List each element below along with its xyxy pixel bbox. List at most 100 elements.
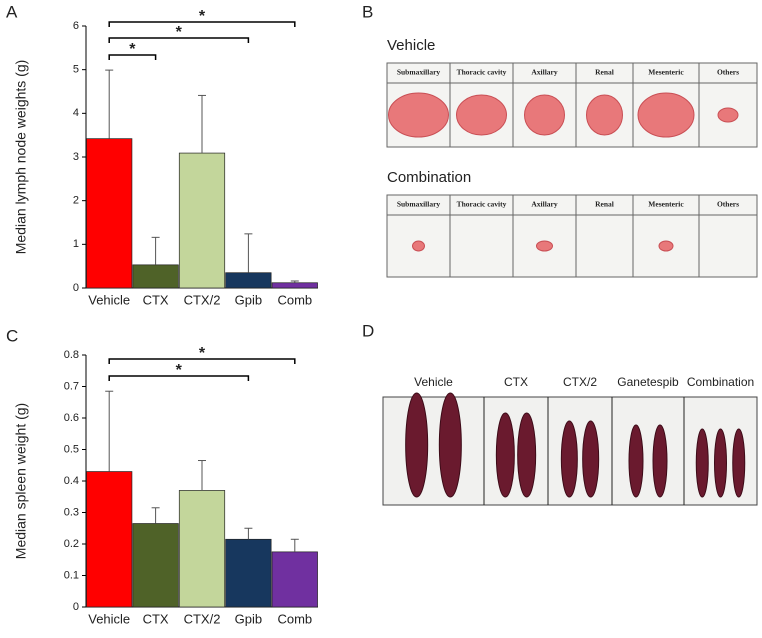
error-bar xyxy=(198,94,206,154)
photo-frame xyxy=(386,62,758,148)
spleen xyxy=(495,412,515,498)
y-tick-label: 3 xyxy=(73,151,79,163)
bar xyxy=(178,152,226,289)
x-tick-label: Vehicle xyxy=(88,292,130,307)
panel-label: D xyxy=(362,321,374,340)
photo-label: CTX xyxy=(504,375,528,389)
error-bar xyxy=(290,538,299,552)
significance-bracket xyxy=(108,21,296,27)
bar xyxy=(86,138,133,289)
error-bar xyxy=(105,390,114,472)
tissue xyxy=(637,92,695,138)
photo-column-label: Renal xyxy=(595,68,614,77)
tissue xyxy=(456,94,507,136)
x-tick-label: Comb xyxy=(277,611,312,626)
x-tick-label: Vehicle xyxy=(88,611,130,626)
photo-column-label: Submaxillary xyxy=(397,200,441,209)
error-bar xyxy=(244,527,253,540)
bar xyxy=(178,490,226,608)
photo-column-label: Others xyxy=(717,200,739,209)
photo-label: Vehicle xyxy=(414,375,453,389)
error-bar xyxy=(198,460,206,491)
tissue xyxy=(412,240,425,252)
x-tick-label: CTX xyxy=(143,292,169,307)
y-tick-label: 6 xyxy=(73,20,79,32)
significance-label: * xyxy=(199,8,206,25)
y-tick-label: 0.5 xyxy=(64,443,79,455)
photo-column-label: Mesenteric xyxy=(648,68,684,77)
photo-column-label: Renal xyxy=(595,200,614,209)
y-tick-label: 2 xyxy=(73,195,79,207)
x-tick-label: CTX xyxy=(143,611,169,626)
error-bar xyxy=(290,280,299,283)
photo-column-label: Thoracic cavity xyxy=(457,200,507,209)
tissue xyxy=(536,240,553,252)
spleen xyxy=(517,412,537,498)
spleen xyxy=(695,428,709,498)
photo-frame xyxy=(386,194,758,278)
y-tick-label: 0 xyxy=(73,282,79,294)
photo-column-label: Axillary xyxy=(531,200,557,209)
photo-column-label: Axillary xyxy=(531,68,557,77)
spleen xyxy=(438,392,462,498)
panel-label: A xyxy=(6,2,18,21)
significance-bracket xyxy=(108,54,157,60)
spleen xyxy=(405,392,429,498)
photo-column-label: Others xyxy=(717,68,739,77)
bar xyxy=(271,282,318,289)
y-tick-label: 5 xyxy=(73,64,79,76)
y-tick-label: 0.1 xyxy=(64,569,79,581)
x-tick-label: Comb xyxy=(277,292,312,307)
error-bar xyxy=(151,236,160,265)
y-axis-label: Median spleen weight (g) xyxy=(13,403,29,559)
photo-column-label: Mesenteric xyxy=(648,200,684,209)
bar xyxy=(132,523,179,608)
bar xyxy=(132,264,179,289)
photo-label: CTX/2 xyxy=(563,375,597,389)
bar xyxy=(86,471,133,608)
bar xyxy=(271,551,318,608)
photo-column-label: Thoracic cavity xyxy=(457,68,507,77)
y-tick-label: 0.2 xyxy=(64,538,79,550)
photo-label: Ganetespib xyxy=(617,375,679,389)
error-bar xyxy=(151,507,160,524)
y-tick-label: 0.4 xyxy=(64,475,79,487)
significance-bracket xyxy=(108,375,250,381)
significance-bracket xyxy=(108,358,296,364)
tissue xyxy=(524,94,565,136)
y-tick-label: 0.8 xyxy=(64,349,79,361)
y-tick-label: 0.3 xyxy=(64,506,79,518)
bar xyxy=(225,538,272,608)
photo-group-title: Vehicle xyxy=(387,37,435,54)
tissue xyxy=(658,240,674,252)
spleen xyxy=(582,420,600,498)
y-tick-label: 0 xyxy=(73,601,79,613)
significance-label: * xyxy=(176,24,183,41)
tissue xyxy=(586,94,623,136)
significance-bracket xyxy=(108,37,250,43)
panel-label: C xyxy=(6,326,18,345)
y-axis-label: Median lymph node weights (g) xyxy=(13,60,29,255)
spleen xyxy=(560,420,578,498)
tissue xyxy=(717,107,739,123)
significance-label: * xyxy=(129,41,136,58)
y-tick-label: 0.6 xyxy=(64,412,79,424)
spleen xyxy=(732,428,746,498)
x-tick-label: CTX/2 xyxy=(184,611,221,626)
significance-label: * xyxy=(199,345,206,362)
x-tick-label: Gpib xyxy=(235,292,262,307)
error-bar xyxy=(244,233,253,273)
y-tick-label: 0.7 xyxy=(64,380,79,392)
photo-group-title: Combination xyxy=(387,169,471,186)
panel-label: B xyxy=(362,2,373,21)
spleen xyxy=(652,424,668,498)
spleen xyxy=(714,428,727,498)
significance-label: * xyxy=(176,362,183,379)
bar xyxy=(225,272,272,289)
error-bar xyxy=(105,69,114,139)
y-tick-label: 1 xyxy=(73,238,79,250)
photo-label: Combination xyxy=(687,375,754,389)
x-tick-label: Gpib xyxy=(235,611,262,626)
spleen xyxy=(628,424,644,498)
